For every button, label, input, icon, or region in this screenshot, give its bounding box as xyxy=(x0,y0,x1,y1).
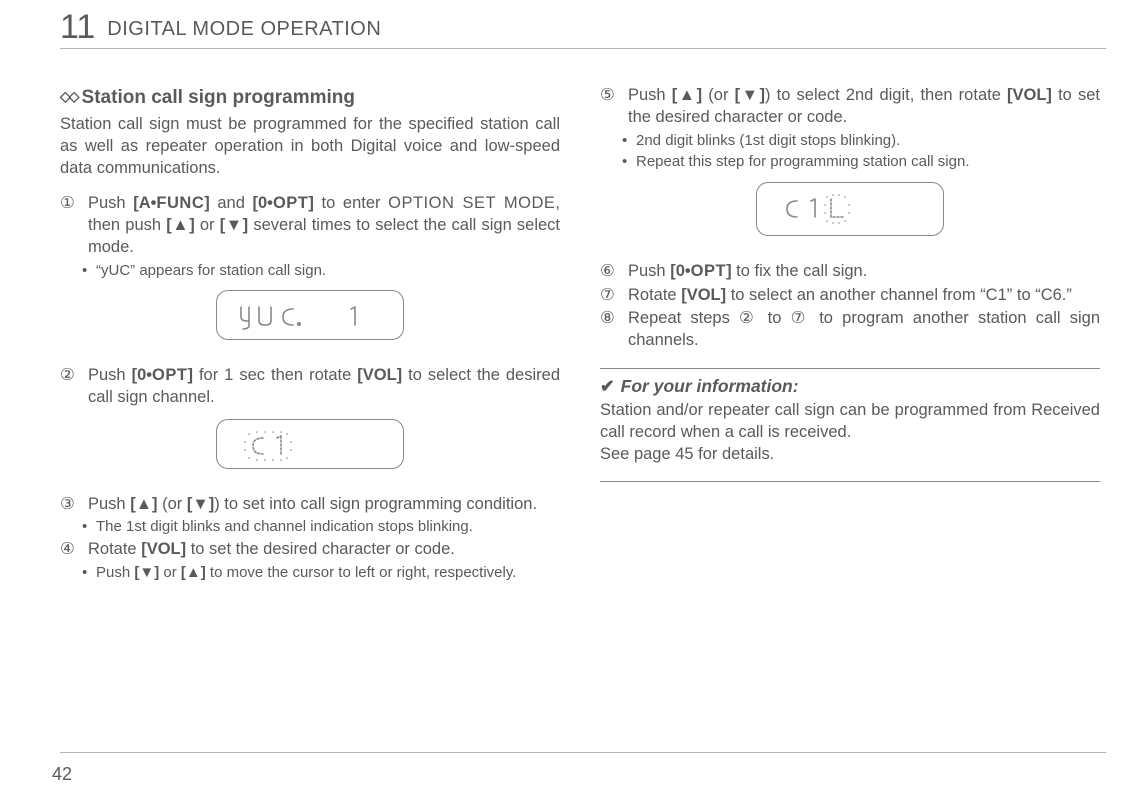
step-1: ① Push [A•FUNC] and [0•OPT] to enter OPT… xyxy=(60,193,560,258)
info-body-1: Station and/or repeater call sign can be… xyxy=(600,400,1100,444)
info-heading: ✔ For your information: xyxy=(600,375,1100,398)
step-number: ④ xyxy=(60,539,82,561)
step-7: ⑦ Rotate [VOL] to select an another chan… xyxy=(600,285,1100,307)
bullet-dot: • xyxy=(622,152,630,172)
info-body-2: See page 45 for details. xyxy=(600,444,1100,466)
step-4-bullet: • Push [▼] or [▲] to move the cursor to … xyxy=(82,563,560,583)
content-columns: ◇◇Station call sign programming Station … xyxy=(60,85,1106,585)
chapter-header: 11 DIGITAL MODE OPERATION xyxy=(60,8,381,47)
section-heading-text: Station call sign programming xyxy=(82,87,355,108)
step-number: ③ xyxy=(60,494,82,516)
step-5-bullet-1: • 2nd digit blinks (1st digit stops blin… xyxy=(622,131,1100,151)
left-column: ◇◇Station call sign programming Station … xyxy=(60,85,560,585)
bullet-text: 2nd digit blinks (1st digit stops blinki… xyxy=(636,131,1100,151)
page-number: 42 xyxy=(52,764,72,785)
diamond-icon: ◇◇ xyxy=(60,88,78,104)
lcd-figure-1 xyxy=(60,290,560,347)
bullet-dot: • xyxy=(82,563,90,583)
lcd-display xyxy=(756,182,944,236)
lcd-display xyxy=(216,419,404,469)
step-1-bullet: • “yUC” appears for station call sign. xyxy=(82,261,560,281)
step-body: Push [0•OPT] to fix the call sign. xyxy=(628,261,1100,283)
bullet-text: Push [▼] or [▲] to move the cursor to le… xyxy=(96,563,560,583)
info-heading-text: For your information: xyxy=(621,376,799,396)
chapter-number: 11 xyxy=(60,8,95,47)
chapter-title: DIGITAL MODE OPERATION xyxy=(107,18,381,41)
step-body: Push [A•FUNC] and [0•OPT] to enter OPTIO… xyxy=(88,193,560,258)
step-number: ⑥ xyxy=(600,261,622,283)
lcd-figure-3 xyxy=(600,182,1100,243)
step-body: Push [▲] (or [▼]) to select 2nd digit, t… xyxy=(628,85,1100,129)
bullet-dot: • xyxy=(82,261,90,281)
step-6: ⑥ Push [0•OPT] to fix the call sign. xyxy=(600,261,1100,283)
step-3-bullet: • The 1st digit blinks and channel indic… xyxy=(82,517,560,537)
step-8: ⑧ Repeat steps ② to ⑦ to program another… xyxy=(600,308,1100,352)
bullet-dot: • xyxy=(82,517,90,537)
check-icon: ✔ xyxy=(600,376,615,396)
bullet-text: Repeat this step for programming station… xyxy=(636,152,1100,172)
intro-paragraph: Station call sign must be programmed for… xyxy=(60,114,560,179)
mode-name: OPTION SET MODE xyxy=(388,194,555,212)
step-body: Rotate [VOL] to select an another channe… xyxy=(628,285,1100,307)
bullet-text: The 1st digit blinks and channel indicat… xyxy=(96,517,560,537)
info-rule-bottom xyxy=(600,481,1100,482)
step-5: ⑤ Push [▲] (or [▼]) to select 2nd digit,… xyxy=(600,85,1100,129)
right-column: ⑤ Push [▲] (or [▼]) to select 2nd digit,… xyxy=(600,85,1100,585)
step-number: ⑦ xyxy=(600,285,622,307)
step-body: Repeat steps ② to ⑦ to program another s… xyxy=(628,308,1100,352)
step-5-bullet-2: • Repeat this step for programming stati… xyxy=(622,152,1100,172)
step-number: ⑤ xyxy=(600,85,622,129)
bullet-dot: • xyxy=(622,131,630,151)
page: 11 DIGITAL MODE OPERATION ◇◇Station call… xyxy=(0,0,1146,803)
step-body: Rotate [VOL] to set the desired characte… xyxy=(88,539,560,561)
lcd-figure-2 xyxy=(60,419,560,476)
step-number: ⑧ xyxy=(600,308,622,352)
lcd-display xyxy=(216,290,404,340)
lcd-svg-icon xyxy=(775,191,925,229)
step-number: ② xyxy=(60,365,82,409)
bullet-text: “yUC” appears for station call sign. xyxy=(96,261,560,281)
step-3: ③ Push [▲] (or [▼]) to set into call sig… xyxy=(60,494,560,516)
lcd-svg-icon xyxy=(235,428,385,462)
step-body: Push [▲] (or [▼]) to set into call sign … xyxy=(88,494,560,516)
step-2: ② Push [0•OPT] for 1 sec then rotate [VO… xyxy=(60,365,560,409)
info-rule-top xyxy=(600,368,1100,369)
header-rule xyxy=(60,48,1106,49)
lcd-svg-icon xyxy=(235,299,385,333)
step-4: ④ Rotate [VOL] to set the desired charac… xyxy=(60,539,560,561)
footer-rule xyxy=(60,752,1106,753)
step-number: ① xyxy=(60,193,82,258)
section-heading: ◇◇Station call sign programming xyxy=(60,85,560,110)
step-body: Push [0•OPT] for 1 sec then rotate [VOL]… xyxy=(88,365,560,409)
